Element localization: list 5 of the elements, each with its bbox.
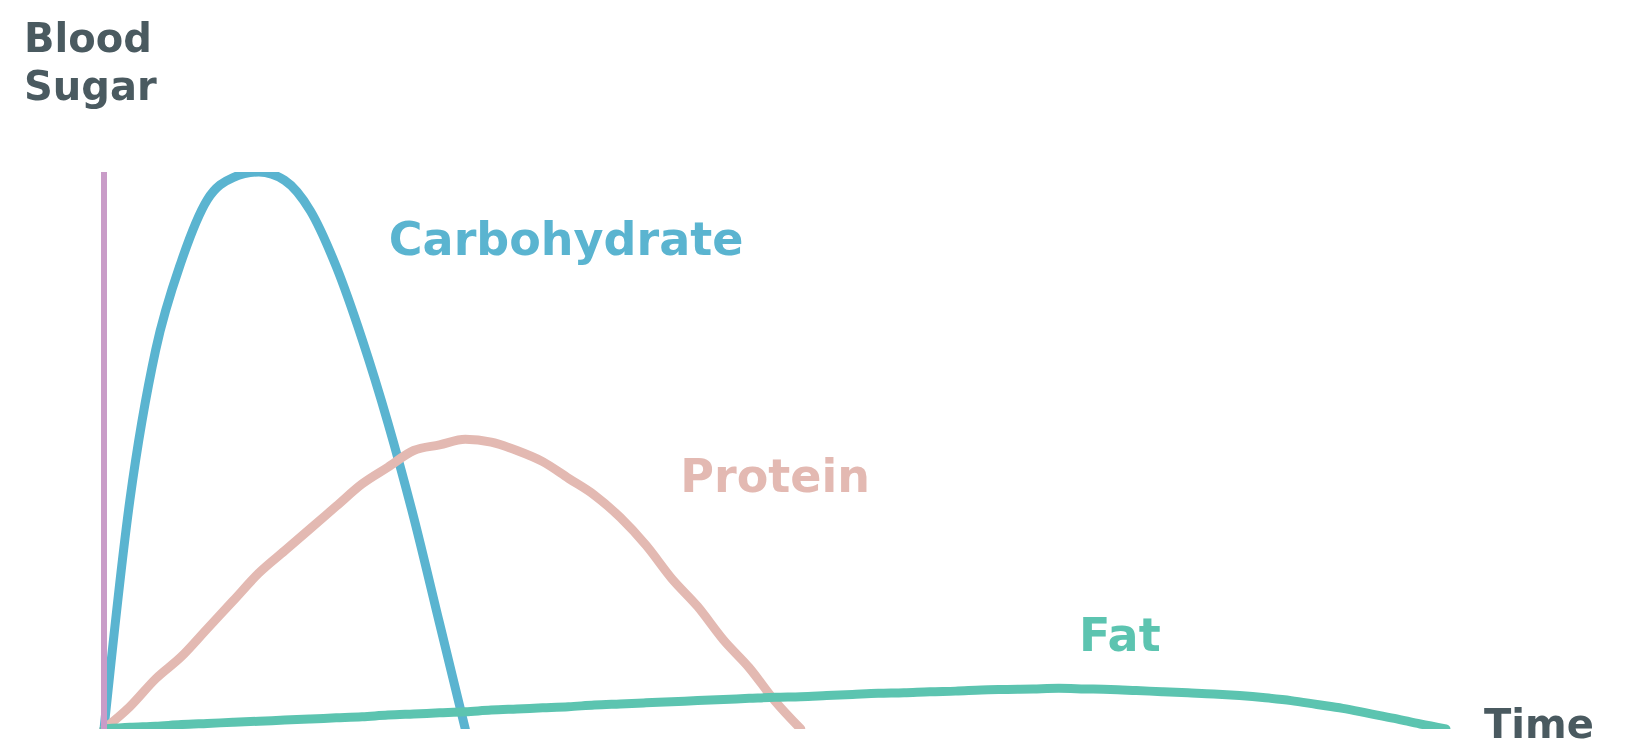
series-label: Carbohydrate (388, 211, 744, 266)
x-axis-title: Time (1484, 701, 1594, 740)
series-label: Fat (1078, 607, 1161, 662)
y-axis-title: Blood Sugar (24, 14, 158, 110)
series-label: Protein (680, 448, 871, 503)
